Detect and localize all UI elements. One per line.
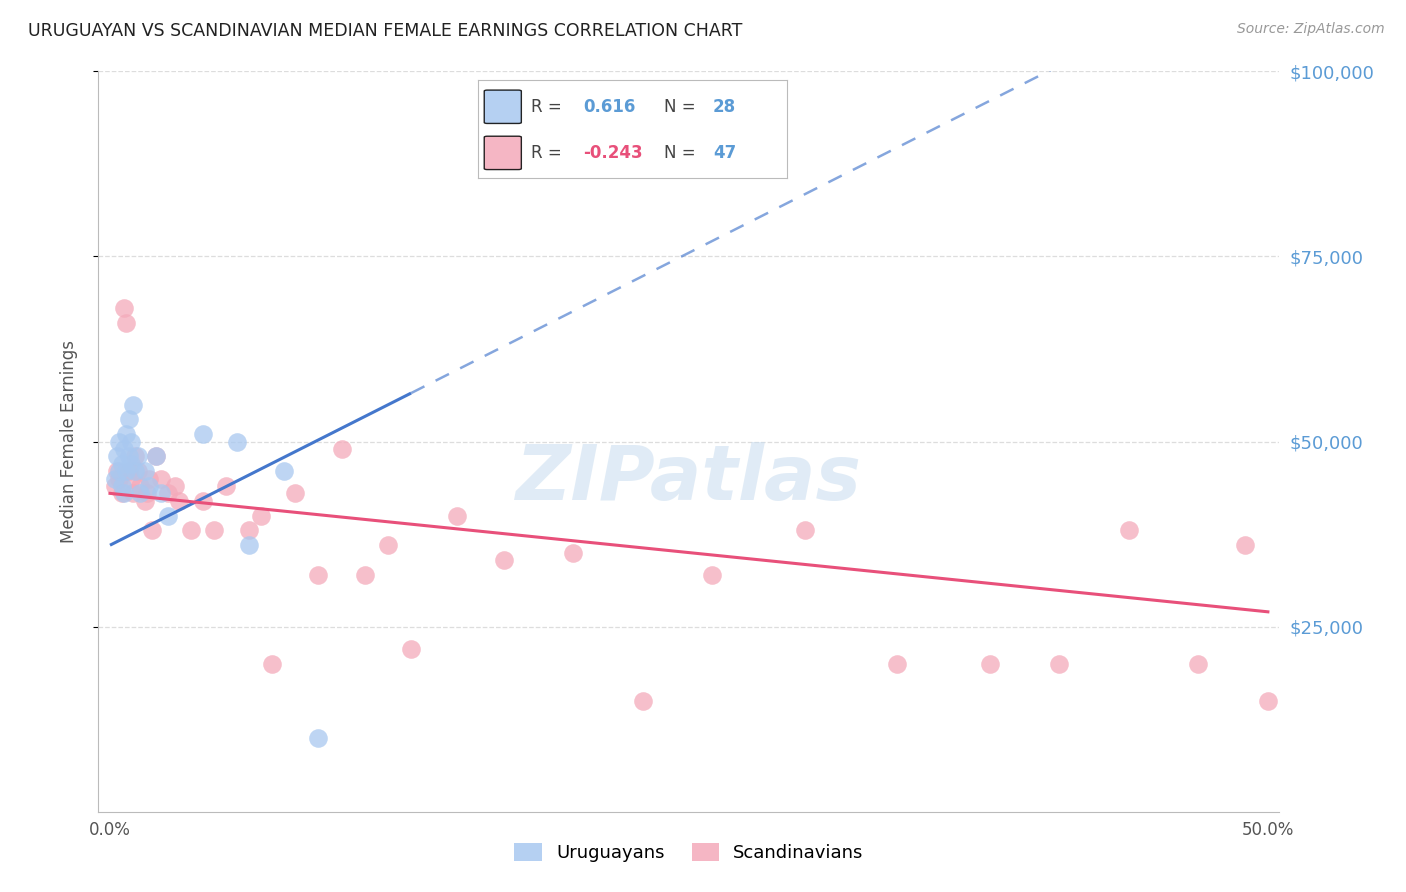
Point — [226, 434, 249, 449]
Point — [700, 567, 723, 582]
Text: Source: ZipAtlas.com: Source: ZipAtlas.com — [1237, 22, 1385, 37]
Text: -0.243: -0.243 — [583, 144, 643, 161]
Point — [330, 442, 353, 456]
Point — [105, 450, 128, 464]
Point — [1257, 694, 1279, 708]
Point — [149, 471, 172, 485]
Point — [249, 508, 271, 523]
Point — [115, 316, 138, 330]
Point — [631, 694, 654, 708]
Point — [307, 567, 329, 582]
Text: ZIPatlas: ZIPatlas — [516, 442, 862, 516]
Point — [1049, 657, 1071, 671]
Point — [156, 486, 179, 500]
Point — [105, 464, 128, 478]
Point — [180, 524, 202, 538]
Point — [112, 442, 135, 456]
Point — [156, 508, 179, 523]
Point — [1118, 524, 1140, 538]
Point — [138, 479, 160, 493]
Text: 47: 47 — [713, 144, 737, 161]
Point — [562, 545, 585, 560]
Legend: Uruguayans, Scandinavians: Uruguayans, Scandinavians — [508, 836, 870, 870]
Point — [202, 524, 225, 538]
Point — [215, 479, 238, 493]
Point — [108, 471, 131, 485]
Point — [262, 657, 284, 671]
Point — [112, 486, 135, 500]
Point — [117, 450, 139, 464]
Point — [307, 731, 329, 745]
FancyBboxPatch shape — [484, 90, 522, 123]
Point — [134, 493, 156, 508]
Point — [377, 538, 399, 552]
Point — [191, 427, 214, 442]
Point — [117, 412, 139, 426]
Point — [115, 427, 138, 442]
Y-axis label: Median Female Earnings: Median Female Earnings — [59, 340, 77, 543]
Point — [284, 486, 307, 500]
Point — [145, 450, 167, 464]
Point — [163, 479, 186, 493]
Point — [979, 657, 1001, 671]
Point — [136, 486, 159, 500]
Point — [492, 553, 515, 567]
Point — [122, 486, 145, 500]
Point — [124, 450, 146, 464]
Point — [238, 524, 260, 538]
Point — [134, 464, 156, 478]
Point — [120, 457, 142, 471]
Point — [273, 464, 295, 478]
FancyBboxPatch shape — [484, 136, 522, 169]
Text: 28: 28 — [713, 98, 737, 116]
Point — [104, 471, 127, 485]
Text: R =: R = — [530, 144, 567, 161]
Point — [793, 524, 815, 538]
Point — [191, 493, 214, 508]
Point — [446, 508, 468, 523]
Point — [122, 398, 145, 412]
Point — [238, 538, 260, 552]
Point — [1187, 657, 1209, 671]
Point — [127, 450, 149, 464]
Point — [353, 567, 375, 582]
Point — [110, 479, 132, 493]
Point — [127, 464, 149, 478]
Point — [149, 486, 172, 500]
Point — [138, 471, 160, 485]
Point — [108, 464, 131, 478]
Text: N =: N = — [664, 144, 700, 161]
Text: N =: N = — [664, 98, 700, 116]
Point — [399, 641, 422, 656]
Point — [120, 434, 142, 449]
Text: 0.616: 0.616 — [583, 98, 636, 116]
Point — [112, 301, 135, 316]
Text: R =: R = — [530, 98, 567, 116]
Point — [886, 657, 908, 671]
Point — [104, 479, 127, 493]
Point — [124, 464, 146, 478]
Text: URUGUAYAN VS SCANDINAVIAN MEDIAN FEMALE EARNINGS CORRELATION CHART: URUGUAYAN VS SCANDINAVIAN MEDIAN FEMALE … — [28, 22, 742, 40]
Point — [108, 434, 131, 449]
Point — [115, 464, 138, 478]
Point — [1233, 538, 1256, 552]
Point — [110, 457, 132, 471]
Point — [117, 464, 139, 478]
Point — [145, 450, 167, 464]
Point — [141, 524, 163, 538]
Point — [169, 493, 191, 508]
Point — [120, 471, 142, 485]
Point — [129, 479, 152, 493]
Point — [129, 486, 152, 500]
Point — [110, 486, 132, 500]
